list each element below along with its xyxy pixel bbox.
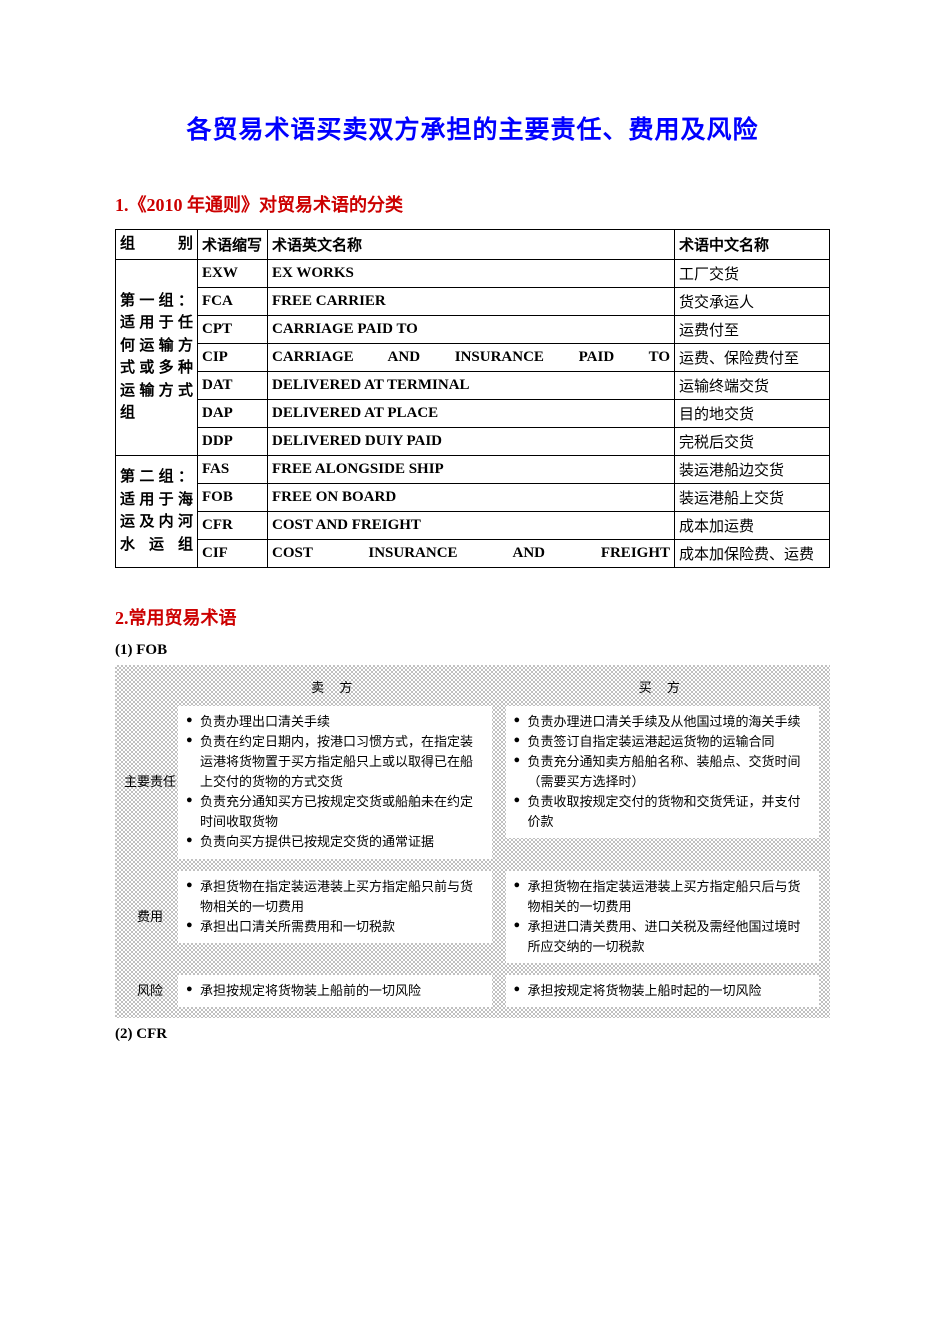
bullet-item: 承担按规定将货物装上船前的一切风险 (186, 981, 484, 1001)
abbr-cell: EXW (198, 259, 268, 287)
abbr-cell: CPT (198, 315, 268, 343)
fob-seller-cell: 负责办理出口清关手续负责在约定日期内，按港口习惯方式，在指定装运港将货物置于买方… (176, 704, 494, 861)
fob-seller-cell: 承担货物在指定装运港装上买方指定船只前与货物相关的一切费用承担出口清关所需费用和… (176, 869, 494, 966)
abbr-cell: DDP (198, 427, 268, 455)
cn-cell: 工厂交货 (675, 259, 830, 287)
fob-seller-header: 卖 方 (176, 674, 494, 704)
fob-buyer-cell: 负责办理进口清关手续及从他国过境的海关手续负责签订自指定装运港起运货物的运输合同… (504, 704, 822, 861)
fob-table: 卖 方买 方主要责任负责办理出口清关手续负责在约定日期内，按港口习惯方式，在指定… (124, 674, 821, 1010)
cn-cell: 运输终端交货 (675, 371, 830, 399)
bullet-item: 负责签订自指定装运港起运货物的运输合同 (514, 732, 812, 752)
abbr-cell: CIF (198, 539, 268, 567)
cfr-label: (2) CFR (115, 1026, 830, 1043)
cn-cell: 货交承运人 (675, 287, 830, 315)
bullet-item: 承担货物在指定装运港装上买方指定船只前与货物相关的一切费用 (186, 877, 484, 917)
fob-buyer-header: 买 方 (504, 674, 822, 704)
en-cell: DELIVERED AT PLACE (268, 399, 675, 427)
fob-buyer-cell: 承担按规定将货物装上船时起的一切风险 (504, 973, 822, 1009)
fob-row-label: 主要责任 (124, 704, 176, 861)
bullet-item: 负责收取按规定交付的货物和交货凭证，并支付价款 (514, 792, 812, 832)
en-cell: FREE CARRIER (268, 287, 675, 315)
fob-gap (494, 704, 504, 861)
section1-heading: 1.《2010 年通则》对贸易术语的分类 (115, 191, 830, 217)
fob-empty-header (124, 674, 176, 704)
abbr-cell: CFR (198, 511, 268, 539)
cn-cell: 装运港船上交货 (675, 483, 830, 511)
abbr-cell: FCA (198, 287, 268, 315)
cn-cell: 运费、保险费付至 (675, 343, 830, 371)
fob-row-gap (124, 861, 821, 869)
cn-cell: 成本加运费 (675, 511, 830, 539)
cn-cell: 成本加保险费、运费 (675, 539, 830, 567)
page-title: 各贸易术语买卖双方承担的主要责任、费用及风险 (115, 110, 830, 146)
abbr-cell: FAS (198, 455, 268, 483)
bullet-item: 负责在约定日期内，按港口习惯方式，在指定装运港将货物置于买方指定船只上或以取得已… (186, 732, 484, 792)
fob-table-wrap: 卖 方买 方主要责任负责办理出口清关手续负责在约定日期内，按港口习惯方式，在指定… (115, 665, 830, 1019)
abbr-cell: CIP (198, 343, 268, 371)
terms-classification-table: 组 别术语缩写术语英文名称术语中文名称第一组：适用于任何运输方式或多种运输方式组… (115, 229, 830, 568)
th-cn: 术语中文名称 (675, 230, 830, 260)
group-label: 第一组：适用于任何运输方式或多种运输方式组 (116, 259, 198, 455)
bullet-item: 承担按规定将货物装上船时起的一切风险 (514, 981, 812, 1001)
cn-cell: 运费付至 (675, 315, 830, 343)
bullet-item: 负责办理出口清关手续 (186, 712, 484, 732)
fob-label: (1) FOB (115, 642, 830, 659)
fob-row-label: 风险 (124, 973, 176, 1009)
abbr-cell: FOB (198, 483, 268, 511)
fob-gap (494, 674, 504, 704)
en-cell: DELIVERED DUIY PAID (268, 427, 675, 455)
bullet-item: 负责充分通知买方已按规定交货或船舶未在约定时间收取货物 (186, 792, 484, 832)
bullet-item: 负责充分通知卖方船舶名称、装船点、交货时间（需要买方选择时） (514, 752, 812, 792)
en-cell: CARRIAGE AND INSURANCE PAID TO (268, 343, 675, 371)
th-abbr: 术语缩写 (198, 230, 268, 260)
en-cell: FREE ALONGSIDE SHIP (268, 455, 675, 483)
en-cell: DELIVERED AT TERMINAL (268, 371, 675, 399)
bullet-item: 承担进口清关费用、进口关税及需经他国过境时所应交纳的一切税款 (514, 917, 812, 957)
bullet-item: 承担出口清关所需费用和一切税款 (186, 917, 484, 937)
bullet-item: 承担货物在指定装运港装上买方指定船只后与货物相关的一切费用 (514, 877, 812, 917)
group-label: 第二组：适用于海运及内河水运组 (116, 455, 198, 567)
fob-gap (494, 869, 504, 966)
abbr-cell: DAP (198, 399, 268, 427)
fob-seller-cell: 承担按规定将货物装上船前的一切风险 (176, 973, 494, 1009)
en-cell: COST INSURANCE AND FREIGHT (268, 539, 675, 567)
cn-cell: 完税后交货 (675, 427, 830, 455)
bullet-item: 负责向买方提供已按规定交货的通常证据 (186, 832, 484, 852)
cn-cell: 装运港船边交货 (675, 455, 830, 483)
fob-buyer-cell: 承担货物在指定装运港装上买方指定船只后与货物相关的一切费用承担进口清关费用、进口… (504, 869, 822, 966)
cn-cell: 目的地交货 (675, 399, 830, 427)
th-group: 组 别 (116, 230, 198, 260)
th-en: 术语英文名称 (268, 230, 675, 260)
fob-row-label: 费用 (124, 869, 176, 966)
bullet-item: 负责办理进口清关手续及从他国过境的海关手续 (514, 712, 812, 732)
en-cell: FREE ON BOARD (268, 483, 675, 511)
abbr-cell: DAT (198, 371, 268, 399)
en-cell: EX WORKS (268, 259, 675, 287)
section2-heading: 2.常用贸易术语 (115, 604, 830, 630)
en-cell: COST AND FREIGHT (268, 511, 675, 539)
fob-row-gap (124, 965, 821, 973)
fob-gap (494, 973, 504, 1009)
en-cell: CARRIAGE PAID TO (268, 315, 675, 343)
